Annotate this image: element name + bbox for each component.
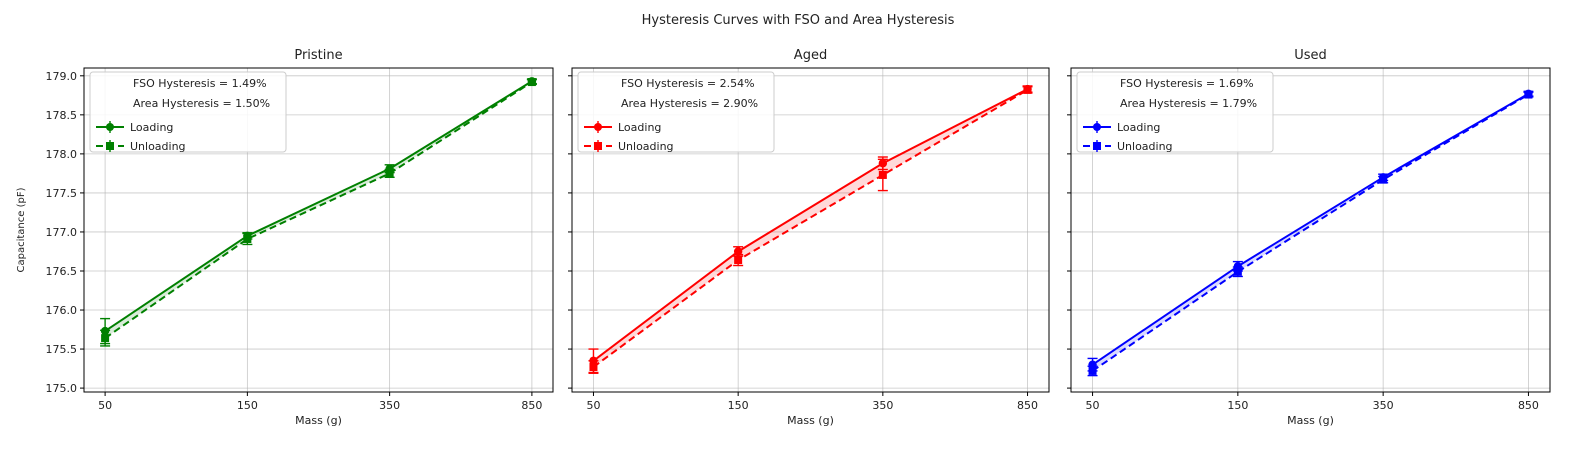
axes-frame [571,67,1050,393]
legend-label-loading: Loading [130,121,173,134]
series-line-loading [104,80,533,332]
y-tick-label: 177.5 [46,187,78,200]
y-tick-label: 178.5 [46,109,78,122]
legend-annotation: FSO Hysteresis = 2.54% [621,77,755,90]
y-axis-label: Capacitance (pF) [16,187,27,272]
data-point-unloading [589,363,598,372]
series-line-loading [1091,92,1529,366]
axes-frame [1070,67,1551,393]
legend-label-unloading: Unloading [1117,140,1173,153]
legend-box [1076,71,1274,153]
legend-annotation: Area Hysteresis = 2.90% [621,97,758,110]
y-tick-label: 177.0 [46,226,78,239]
data-point-unloading [734,256,743,265]
x-tick-label: 350 [1373,399,1394,412]
y-tick-label: 178.0 [46,148,78,161]
legend-label-unloading: Unloading [130,140,186,153]
data-point-unloading [1233,267,1242,276]
data-point-unloading [1023,85,1032,94]
legend-annotation: Area Hysteresis = 1.79% [1120,97,1257,110]
legend-marker-unloading [106,142,114,150]
legend-annotation: FSO Hysteresis = 1.69% [1120,77,1254,90]
y-tick-label: 176.5 [46,265,78,278]
x-tick-label: 350 [379,399,400,412]
legend-annotation: FSO Hysteresis = 1.49% [133,77,267,90]
y-tick-label: 175.5 [46,343,78,356]
series-line-loading [592,88,1028,362]
y-tick-label: 175.0 [46,382,78,395]
data-point-loading [733,247,743,256]
panel-title: Used [1294,48,1327,63]
legend-marker-loading [594,123,602,131]
legend-box [89,71,287,153]
data-point-unloading [385,169,394,178]
series-line-unloading [1091,93,1529,372]
legend-annotation: Area Hysteresis = 1.50% [133,97,270,110]
data-point-unloading [878,170,887,179]
x-axis-label: Mass (g) [787,414,834,427]
data-point-unloading [1524,90,1533,99]
series-line-unloading [592,88,1029,368]
x-tick-label: 50 [98,399,112,412]
legend-marker-loading [1093,123,1101,131]
data-point-unloading [1088,366,1097,375]
figure-title: Hysteresis Curves with FSO and Area Hyst… [642,13,955,28]
data-point-unloading [243,234,252,243]
legend-marker-loading [106,123,114,131]
x-tick-label: 850 [1017,399,1038,412]
x-tick-label: 50 [586,399,600,412]
legend-label-loading: Loading [618,121,661,134]
x-tick-label: 50 [1086,399,1100,412]
y-tick-label: 176.0 [46,304,78,317]
panel-1: Pristine 50 150 350 850 Mass (g) 175.0 175.5 176… [16,48,554,427]
legend-label-loading: Loading [1117,121,1160,134]
x-tick-label: 850 [521,399,542,412]
legend-box [577,71,775,153]
data-point-unloading [527,78,536,87]
panel-3: Used 50 150 350 850 Mass (g) FSO Hysteresis = … [1067,48,1551,427]
panel-title: Aged [794,48,827,63]
x-axis-label: Mass (g) [1287,414,1334,427]
x-tick-label: 150 [1227,399,1248,412]
panel-2: Aged 50 150 350 850 Mass (g) FSO Hysteresis = … [568,48,1050,427]
y-tick-label: 179.0 [46,70,78,83]
x-tick-label: 850 [1518,399,1539,412]
legend-marker-unloading [1093,142,1101,150]
x-tick-label: 150 [728,399,749,412]
legend-label-unloading: Unloading [618,140,674,153]
data-point-unloading [1379,175,1388,184]
x-axis-label: Mass (g) [295,414,342,427]
x-tick-label: 350 [872,399,893,412]
panel-title: Pristine [294,48,342,63]
data-point-unloading [101,334,110,343]
axes-frame [83,67,554,393]
x-tick-label: 150 [237,399,258,412]
legend-marker-unloading [594,142,602,150]
